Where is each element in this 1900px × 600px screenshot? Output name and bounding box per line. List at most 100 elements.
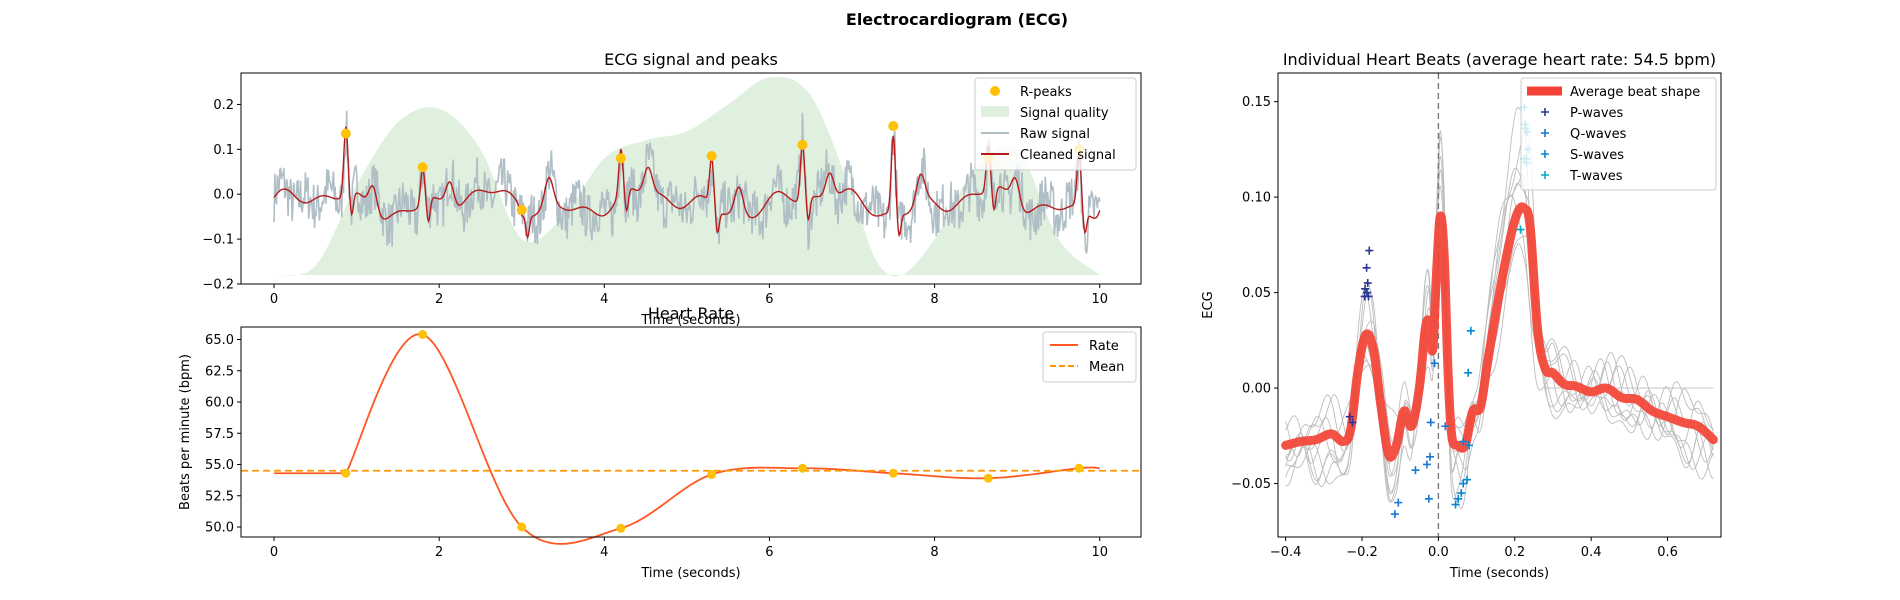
average-beat-line (1281, 202, 1718, 462)
r-peak-point (797, 139, 808, 150)
legend-signal-quality-patch (981, 106, 1009, 117)
rate-point (797, 463, 807, 473)
ecg-ytick-label: −0.2 (202, 278, 234, 293)
ecg-ytick-label: −0.1 (202, 233, 234, 248)
ecg-ytick-label: 0.1 (213, 143, 234, 158)
hb-ytick-label: 0.10 (1242, 191, 1271, 206)
ecg-xlabel: Time (seconds) (640, 313, 740, 328)
hb-xtick-label: 0.0 (1428, 545, 1449, 560)
ecg-legend-box (974, 77, 1137, 171)
hr-xtick-label: 6 (765, 545, 773, 560)
hb-xtick-label: 0.4 (1581, 545, 1602, 560)
s-waves-marker (1451, 500, 1460, 509)
raw-signal-line (273, 110, 1101, 254)
p-waves-marker (1365, 246, 1374, 255)
ecg-ytick-label: 0.2 (213, 98, 234, 113)
hb-xtick-label: −0.4 (1270, 545, 1302, 560)
ecg-legend: R-peaks Signal quality Raw signal Cleaned s… (974, 77, 1137, 171)
q-waves-marker (1441, 422, 1450, 431)
hr-xtick-label: 4 (600, 545, 608, 560)
legend-r-peaks-marker (990, 86, 1000, 96)
rate-point (418, 330, 428, 339)
hr-ytick-label: 55.0 (205, 458, 234, 473)
p-waves-marker (1361, 284, 1370, 293)
ecg-legend-label: Cleaned signal (1020, 148, 1116, 163)
hb-legend-label: T-waves (1569, 169, 1623, 184)
legend-t-waves-marker (1541, 171, 1549, 179)
p-waves-marker (1362, 263, 1371, 272)
p-waves-marker (1348, 418, 1357, 427)
q-waves-marker (1424, 494, 1433, 503)
hr-ytick-label: 52.5 (205, 489, 234, 504)
ecg-xtick-label: 8 (930, 292, 938, 307)
s-waves-marker (1454, 494, 1463, 503)
rate-point (341, 468, 351, 478)
hr-ytick-label: 60.0 (205, 396, 234, 411)
hr-ytick-label: 57.5 (205, 427, 234, 442)
ecg-xtick-label: 6 (765, 292, 773, 307)
hr-ytick-label: 50.0 (205, 521, 234, 536)
rate-point (1074, 463, 1084, 473)
individual-beat-line (1285, 205, 1714, 495)
hb-ytick-label: 0.15 (1242, 95, 1271, 110)
hb-ytick-label: −0.05 (1231, 477, 1271, 492)
s-waves-marker (1464, 441, 1473, 450)
s-waves-marker (1464, 368, 1473, 377)
s-waves-marker (1466, 326, 1475, 335)
ecg-legend-label: Signal quality (1020, 106, 1109, 121)
q-waves-marker (1411, 466, 1420, 475)
p-waves-marker (1363, 279, 1372, 288)
signal-quality-area (274, 76, 1100, 277)
hb-legend-label: S-waves (1570, 148, 1624, 163)
r-peak-point (516, 204, 527, 215)
ecg-xtick-label: 0 (270, 292, 278, 307)
hr-ytick-label: 65.0 (205, 333, 234, 348)
ecg-title: ECG signal and peaks (604, 50, 778, 69)
individual-beat-line (1285, 182, 1714, 493)
hb-ytick-label: 0.05 (1242, 286, 1271, 301)
hb-xlabel: Time (seconds) (1449, 566, 1549, 581)
heart-rate-panel: 0 2 4 6 8 10 50.0 52.5 55.0 57.5 60.0 62.5 65.0 Heart… (178, 304, 1142, 581)
ecg-xtick-label: 10 (1091, 292, 1108, 307)
hb-legend: Average beat shape P-waves Q-waves S-waves T… (1520, 77, 1717, 191)
hb-ytick-label: 0.00 (1242, 382, 1271, 397)
figure-title: Electrocardiogram (ECG) (846, 10, 1068, 29)
ecg-legend-label: Raw signal (1020, 127, 1090, 142)
r-peak-point (615, 153, 626, 164)
hb-frame (1277, 72, 1722, 538)
legend-s-waves-marker (1541, 150, 1549, 158)
s-waves-marker (1459, 479, 1468, 488)
ecg-ytick-label: 0.0 (213, 188, 234, 203)
rate-point (707, 470, 717, 479)
hr-ylabel: Beats per minute (bpm) (178, 354, 193, 510)
t-waves-marker (1516, 225, 1525, 234)
hb-xtick-label: 0.2 (1504, 545, 1525, 560)
r-peak-point (340, 128, 351, 139)
heartbeats-panel: −0.4 −0.2 0.0 0.2 0.4 0.6 −0.05 0.00 0.05 0.10 0.1… (1201, 50, 1722, 581)
q-waves-marker (1426, 418, 1435, 427)
hr-xtick-label: 10 (1091, 545, 1108, 560)
q-waves-marker (1394, 498, 1403, 507)
q-waves-marker (1390, 510, 1399, 519)
s-waves-marker (1459, 437, 1468, 446)
hr-legend-label: Mean (1089, 360, 1124, 375)
rate-point (616, 523, 626, 533)
hr-xtick-label: 0 (270, 545, 278, 560)
p-waves-marker (1364, 292, 1373, 301)
individual-beat-line (1285, 106, 1714, 503)
hr-xtick-label: 2 (435, 545, 443, 560)
hb-legend-box (1520, 77, 1717, 191)
s-waves-marker (1457, 489, 1466, 498)
hr-title: Heart Rate (648, 304, 734, 323)
hb-ylabel: ECG (1201, 291, 1216, 318)
hb-legend-label: Q-waves (1570, 127, 1627, 142)
hr-legend: Rate Mean (1042, 331, 1137, 383)
r-peak-point (417, 162, 428, 173)
rate-point (517, 522, 527, 532)
q-waves-marker (1422, 460, 1431, 469)
hr-ytick-label: 62.5 (205, 364, 234, 379)
p-waves-marker (1345, 412, 1354, 421)
ecg-xtick-label: 2 (435, 292, 443, 307)
ecg-panel: 0 2 4 6 8 10 −0.2 −0.1 0.0 0.1 0.2 ECG signal and p… (202, 50, 1142, 328)
